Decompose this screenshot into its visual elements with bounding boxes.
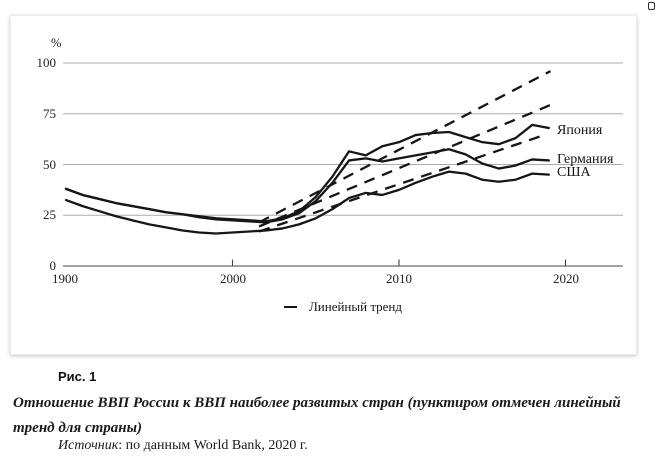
x-tick-label-2000: 2000	[220, 271, 246, 286]
trend-line-germany-trend	[258, 102, 555, 228]
source-prefix: Источник	[58, 438, 119, 453]
series-line-germany	[64, 148, 550, 224]
source-text: : по данным World Bank, 2020 г.	[118, 438, 308, 453]
series-label-usa: США	[557, 165, 591, 180]
figure-number: Рис. 1	[58, 369, 97, 384]
series-line-usa	[64, 170, 550, 235]
y-axis-unit-label: %	[51, 36, 62, 50]
trend-line-usa-trend	[258, 132, 548, 233]
series-label-japan: Япония	[557, 123, 603, 138]
y-tick-label-25: 25	[43, 207, 56, 222]
figure-caption: Отношение ВВП России к ВВП наиболее разв…	[13, 395, 621, 436]
legend-label: Линейный тренд	[308, 299, 403, 314]
plot-svg	[63, 62, 623, 267]
y-tick-label-0: 0	[49, 258, 57, 273]
page-corner-artifact	[648, 2, 655, 10]
y-tick-label-75: 75	[43, 106, 56, 121]
x-tick-label-2020: 2020	[553, 271, 579, 286]
series-label-germany: Германия	[557, 152, 614, 167]
y-tick-label-100: 100	[36, 55, 57, 70]
legend: Линейный тренд	[63, 299, 623, 315]
trend-line-japan-trend	[258, 70, 552, 224]
dash-line-icon	[283, 305, 297, 309]
figure-chart-card: % 0 25 50 75 100 1900 2000 2010 2020 Япо…	[10, 15, 637, 355]
x-tick-label-2010: 2010	[386, 271, 412, 286]
x-tick-label-1900: 1900	[52, 271, 78, 286]
y-tick-label-50: 50	[43, 157, 56, 172]
figure-source: Источник: по данным World Bank, 2020 г.	[58, 438, 308, 454]
